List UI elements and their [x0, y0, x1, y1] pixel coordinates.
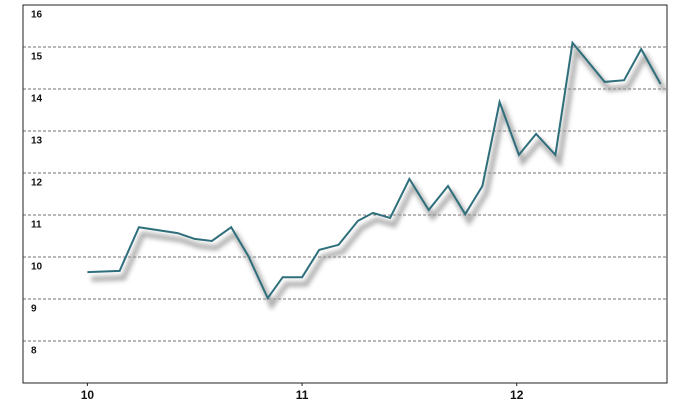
y-tick-label: 9: [31, 304, 37, 315]
x-tick-label: 11: [296, 388, 309, 402]
line: [87, 40, 662, 301]
y-tick-label: 8: [31, 346, 37, 357]
line-shadow: [91, 43, 667, 311]
y-tick-label: 12: [31, 178, 43, 189]
y-tick-label: 15: [31, 52, 43, 63]
x-tick-label: 10: [81, 388, 95, 402]
y-tick-label: 11: [31, 220, 42, 231]
plot-frame: [22, 4, 668, 384]
y-tick-label: 14: [31, 94, 43, 105]
x-tick-label: 12: [510, 388, 524, 402]
y-tick-label: 10: [31, 262, 43, 273]
y-tick-label: 16: [31, 10, 43, 21]
y-tick-label: 13: [31, 136, 43, 147]
